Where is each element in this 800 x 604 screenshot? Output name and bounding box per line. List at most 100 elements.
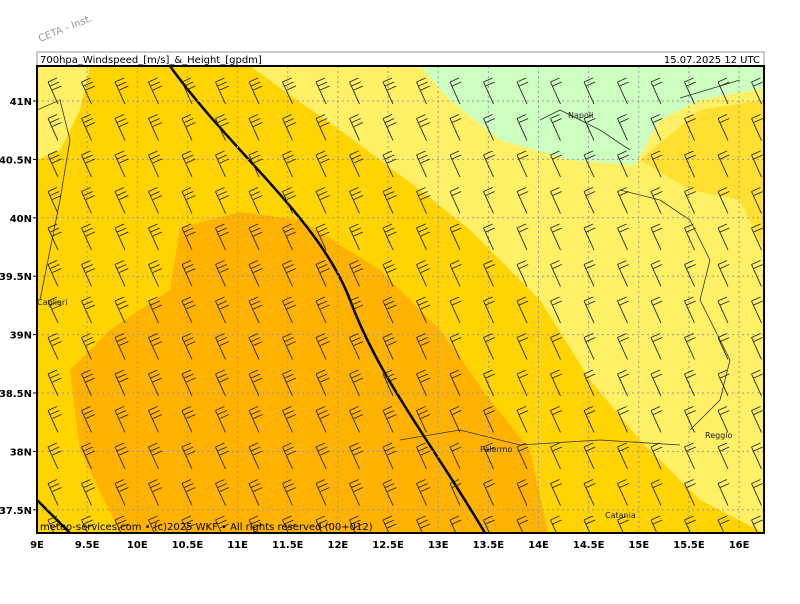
wind-barb	[315, 515, 330, 533]
wind-barb	[81, 515, 96, 533]
wind-barb	[47, 260, 62, 287]
wind-barb	[550, 296, 562, 324]
wind-barb	[181, 114, 196, 141]
wind-barb	[114, 406, 129, 433]
wind-barb	[684, 333, 696, 360]
lon-label: 15.5E	[673, 540, 705, 551]
wind-barb	[215, 150, 230, 178]
watermark: CETA - Inst.	[37, 13, 94, 45]
wind-barb	[181, 187, 196, 214]
wind-barb	[47, 406, 62, 433]
wind-barb	[583, 406, 596, 433]
wind-barb	[215, 515, 230, 533]
lon-label: 10E	[127, 540, 148, 551]
wind-barb	[617, 333, 629, 360]
wind-barb	[248, 406, 263, 433]
wind-barb	[416, 114, 431, 141]
wind-barb	[650, 479, 663, 506]
wind-barb	[483, 77, 495, 105]
wind-barb	[81, 187, 96, 214]
wind-barb	[382, 77, 397, 105]
wind-barb	[650, 296, 663, 324]
wind-barb	[751, 187, 763, 214]
wind-barb	[650, 223, 663, 251]
wind-barb	[550, 260, 562, 287]
wind-barb	[248, 296, 263, 324]
wind-barb	[684, 515, 696, 533]
wind-barb	[282, 479, 297, 506]
wind-barb	[416, 515, 431, 533]
wind-barb	[148, 333, 163, 360]
wind-barb	[81, 150, 96, 178]
wind-barb	[315, 260, 330, 287]
wind-barb	[349, 406, 364, 433]
wind-barb	[248, 369, 263, 397]
coastline	[399, 109, 731, 446]
frame	[36, 65, 765, 534]
wind-barb	[47, 369, 62, 397]
wind-barb	[650, 369, 663, 397]
wind-barb	[282, 114, 297, 141]
wind-barb	[684, 442, 696, 470]
header-date: 15.07.2025 12 UTC	[664, 55, 760, 66]
wind-barb	[81, 479, 96, 506]
wind-barb	[382, 333, 397, 360]
wind-barb	[248, 442, 263, 470]
wind-barb	[315, 114, 330, 141]
wind-barb	[583, 150, 596, 178]
lon-label: 16E	[729, 540, 750, 551]
wind-barb	[148, 442, 163, 470]
wind-barb	[516, 114, 529, 141]
wind-barb	[483, 114, 495, 141]
wind-barb	[114, 442, 129, 470]
wind-barb	[684, 479, 696, 506]
wind-barb	[148, 223, 163, 251]
wind-barb	[684, 77, 696, 105]
wind-barb	[751, 333, 763, 360]
wind-barb	[516, 333, 529, 360]
wind-barb	[483, 406, 495, 433]
wind-barb	[215, 187, 230, 214]
wind-barb	[47, 479, 62, 506]
wind-barb	[349, 515, 364, 533]
wind-barb	[717, 369, 730, 397]
wind-barb	[382, 369, 397, 397]
wind-barb	[215, 333, 230, 360]
place-label: Napoli	[568, 111, 593, 120]
wind-barb	[416, 187, 431, 214]
wind-barb	[47, 333, 62, 360]
wind-barb	[751, 77, 763, 105]
band-green	[420, 66, 764, 165]
wind-barb	[583, 515, 596, 533]
wind-barb	[215, 296, 230, 324]
wind-barb	[550, 150, 562, 178]
wind-barb	[47, 77, 62, 105]
wind-barb	[81, 442, 96, 470]
wind-barb	[717, 515, 730, 533]
wind-barb	[315, 187, 330, 214]
wind-barb	[483, 187, 495, 214]
wind-barb	[516, 260, 529, 287]
wind-barb	[181, 406, 196, 433]
wind-barb	[650, 333, 663, 360]
wind-barb	[81, 223, 96, 251]
header-title: 700hpa_Windspeed_[m/s]_&_Height_[gpdm]	[40, 55, 262, 66]
wind-barb	[550, 442, 562, 470]
wind-barb	[282, 406, 297, 433]
wind-barb	[148, 114, 163, 141]
wind-barb	[650, 260, 663, 287]
wind-barb	[684, 150, 696, 178]
wind-barb	[717, 187, 730, 214]
wind-barb	[215, 114, 230, 141]
wind-barb	[114, 223, 129, 251]
wind-barb	[382, 442, 397, 470]
wind-barb	[684, 369, 696, 397]
wind-barb	[282, 260, 297, 287]
wind-barb	[617, 223, 629, 251]
band-orange	[70, 212, 548, 533]
place-label: Cagliari	[37, 298, 67, 307]
wind-barb	[617, 260, 629, 287]
wind-barb	[449, 442, 462, 470]
wind-barb	[583, 369, 596, 397]
wind-barb	[516, 515, 529, 533]
